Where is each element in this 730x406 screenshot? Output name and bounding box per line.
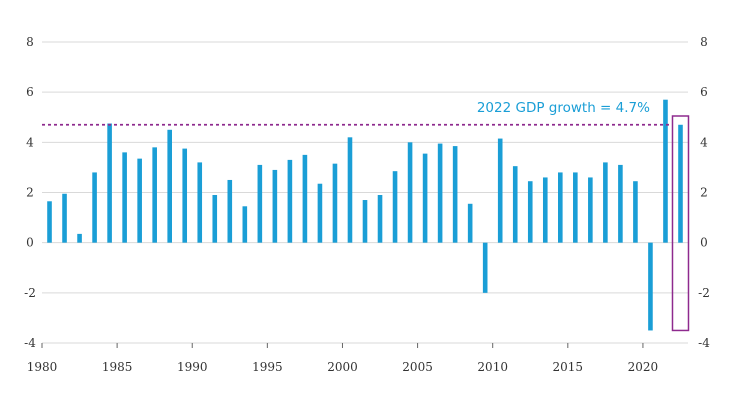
- bar-2006: [437, 143, 443, 243]
- bar-1990: [197, 162, 203, 243]
- y-tick-label-right: -4: [698, 336, 710, 350]
- bar-2014: [558, 172, 563, 243]
- x-tick-label: 1980: [27, 360, 58, 374]
- bar-1983: [92, 172, 97, 243]
- x-tick-label: 2020: [628, 360, 659, 374]
- bar-1992: [227, 179, 233, 243]
- bar-2019: [633, 181, 638, 243]
- bar-2018: [618, 164, 623, 243]
- bar-1984: [107, 123, 112, 243]
- bar-2020: [648, 242, 653, 331]
- bar-1982: [77, 233, 82, 243]
- y-tick-label-right: 4: [700, 135, 708, 149]
- bar-2022: [678, 124, 683, 243]
- y-tick-label-left: 0: [26, 236, 34, 250]
- bar-1999: [332, 163, 338, 243]
- bar-1981: [62, 193, 67, 243]
- bar-1998: [317, 183, 323, 243]
- bar-1994: [257, 164, 263, 243]
- x-tick-label: 1990: [177, 360, 208, 374]
- bar-2015: [573, 172, 578, 243]
- bar-2021: [663, 99, 668, 243]
- bar-2003: [392, 171, 398, 243]
- bar-1993: [242, 206, 248, 243]
- y-tick-label-left: 6: [26, 85, 34, 99]
- right-y-axis: 8 6 4 2 0 -2 -4: [698, 35, 710, 350]
- bar-1988: [167, 129, 172, 243]
- bar-2013: [542, 177, 548, 243]
- bar-1997: [302, 154, 308, 243]
- bar-2005: [422, 153, 428, 243]
- bar-1995: [272, 169, 278, 243]
- y-tick-label-right: 6: [700, 85, 708, 99]
- bar-2000: [347, 137, 353, 243]
- y-tick-label-left: -4: [24, 336, 36, 350]
- x-tick-label: 1995: [252, 360, 283, 374]
- x-tick-label: 2010: [477, 360, 508, 374]
- bar-1987: [152, 147, 157, 243]
- highlight-group: [671, 115, 690, 332]
- bar-2012: [527, 181, 533, 243]
- bar-2017: [603, 162, 608, 243]
- y-tick-label-left: 8: [26, 35, 34, 49]
- y-tick-label-left: 2: [26, 186, 34, 200]
- y-tick-label-left: -2: [24, 286, 36, 300]
- x-tick-label: 1985: [102, 360, 133, 374]
- gridlines: [42, 41, 688, 344]
- bars: [47, 99, 683, 331]
- bar-2010: [497, 138, 503, 243]
- bar-2002: [377, 195, 383, 243]
- x-tick-label: 2015: [553, 360, 584, 374]
- highlight-box: [671, 115, 690, 332]
- x-axis: 1980 1985 1990 1995 2000 2005 2010 2015 2020: [27, 343, 658, 374]
- y-tick-label-right: 0: [700, 236, 708, 250]
- bar-2007: [452, 146, 458, 243]
- x-tick-label: 2000: [327, 360, 358, 374]
- bar-2001: [362, 200, 368, 243]
- y-tick-label-right: 2: [700, 186, 708, 200]
- left-y-axis: 8 6 4 2 0 -2 -4: [24, 35, 36, 350]
- bar-2009: [482, 242, 488, 293]
- bar-2016: [588, 177, 593, 243]
- y-tick-label-right: -2: [698, 286, 710, 300]
- y-tick-label-left: 4: [26, 135, 34, 149]
- bar-1986: [137, 158, 142, 243]
- annotation-label: 2022 GDP growth = 4.7%: [477, 100, 650, 116]
- bar-2011: [512, 166, 518, 243]
- y-tick-label-right: 8: [700, 35, 708, 49]
- bar-1985: [122, 152, 127, 243]
- bar-1980: [47, 201, 52, 243]
- bar-2004: [407, 142, 413, 243]
- x-tick-label: 2005: [402, 360, 433, 374]
- bar-1989: [182, 148, 188, 243]
- bar-1996: [287, 159, 293, 243]
- bar-2008: [467, 203, 473, 243]
- bar-1991: [212, 195, 218, 243]
